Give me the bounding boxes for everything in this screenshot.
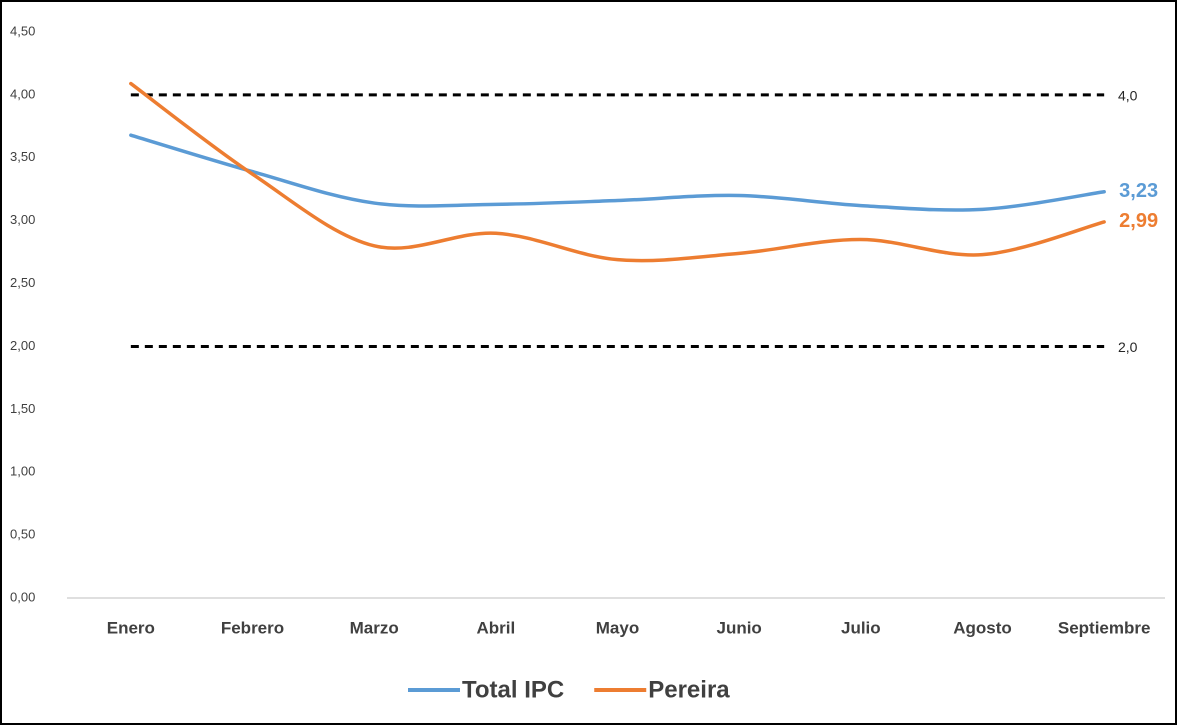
x-tick-label: Septiembre — [1058, 618, 1151, 637]
x-tick-label: Agosto — [953, 618, 1012, 637]
y-tick-label: 1,00 — [10, 464, 35, 479]
y-tick-label: 1,50 — [10, 401, 35, 416]
legend-label: Pereira — [648, 676, 730, 703]
legend-label: Total IPC — [462, 676, 564, 703]
y-tick-label: 0,50 — [10, 527, 35, 542]
x-tick-label: Julio — [841, 618, 881, 637]
y-tick-label: 3,00 — [10, 212, 35, 227]
series-line — [129, 81, 1106, 263]
y-tick-label: 4,00 — [10, 86, 35, 101]
x-tick-label: Mayo — [596, 618, 639, 637]
data-label: 2,99 — [1119, 210, 1158, 232]
x-tick-label: Abril — [476, 618, 515, 637]
x-tick-label: Junio — [716, 618, 761, 637]
y-tick-label: 4,50 — [10, 23, 35, 38]
data-label: 3,23 — [1119, 180, 1158, 202]
series-line — [129, 133, 1106, 212]
reference-label: 2,0 — [1118, 339, 1138, 355]
reference-label: 4,0 — [1118, 88, 1138, 104]
y-tick-label: 2,50 — [10, 275, 35, 290]
y-tick-label: 0,00 — [10, 589, 35, 604]
x-tick-label: Febrero — [221, 618, 284, 637]
x-tick-label: Enero — [107, 618, 155, 637]
y-tick-label: 2,00 — [10, 338, 35, 353]
y-tick-label: 3,50 — [10, 149, 35, 164]
x-tick-label: Marzo — [350, 618, 399, 637]
